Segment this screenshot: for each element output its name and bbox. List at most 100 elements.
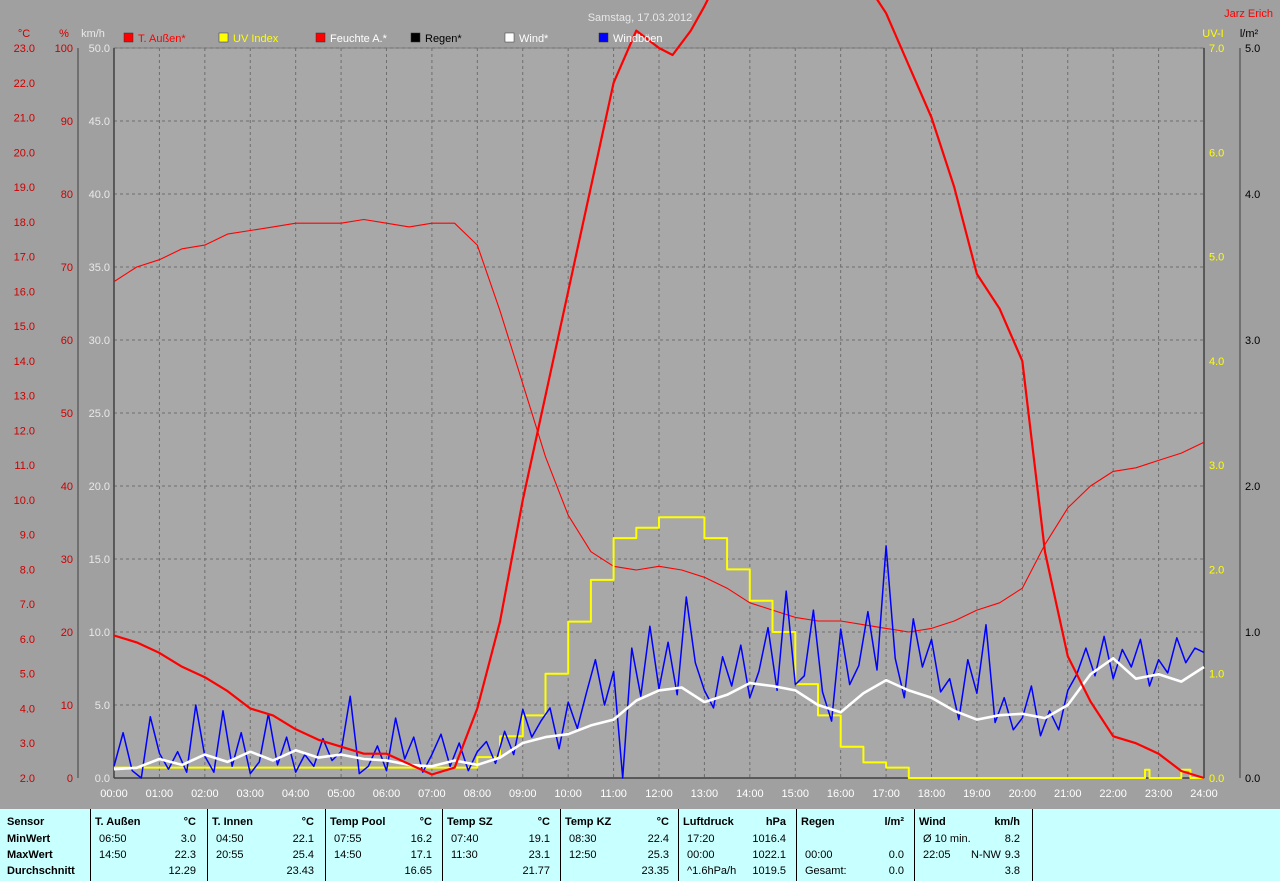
legend-label: Wind* [519, 33, 549, 45]
wind-tick-label: 5.0 [95, 700, 110, 712]
wind-tick-label: 45.0 [89, 116, 110, 128]
series-line-windböen [113, 545, 1205, 779]
temp-tick-label: 6.0 [20, 634, 35, 646]
summary-column-divider [796, 809, 797, 881]
grid [77, 47, 1241, 779]
summary-avg-value: 0.0 [888, 865, 904, 877]
summary-column-unit: °C [301, 816, 314, 828]
summary-min-value: 3.0 [180, 833, 196, 845]
legend-swatch [218, 32, 229, 43]
x-tick-label: 07:00 [418, 788, 446, 800]
summary-column-name: Luftdruck [683, 816, 734, 828]
x-tick-label: 18:00 [918, 788, 946, 800]
summary-column-divider [560, 809, 561, 881]
uv-tick-label: 4.0 [1209, 356, 1224, 368]
wind-tick-label: 0.0 [95, 773, 110, 785]
summary-max-value: 0.0 [888, 849, 904, 861]
temp-tick-label: 18.0 [14, 217, 35, 229]
summary-avg-value: 12.29 [168, 865, 196, 877]
summary-column-name: T. Innen [212, 816, 253, 828]
wind-tick-label: 50.0 [89, 43, 110, 55]
summary-column-divider [678, 809, 679, 881]
summary-avg-value: 21.77 [522, 865, 550, 877]
summary-avg-value: 16.65 [404, 865, 432, 877]
summary-min-value: 1016.4 [752, 833, 786, 845]
temp-tick-label: 10.0 [14, 495, 35, 507]
summary-table: Sensor MinWert MaxWert Durchschnitt T. Außen… [0, 809, 1280, 881]
summary-min-value: 8.2 [1004, 833, 1020, 845]
uv-tick-label: 0.0 [1209, 773, 1224, 785]
temp-tick-label: 3.0 [20, 738, 35, 750]
summary-column-divider [1032, 809, 1033, 881]
summary-max-value: 23.1 [528, 849, 550, 861]
temp-tick-label: 4.0 [20, 703, 35, 715]
rain-tick-label: 2.0 [1245, 481, 1260, 493]
uv-tick-label: 2.0 [1209, 564, 1224, 576]
humidity-tick-label: 60 [61, 335, 73, 347]
author-label: Jarz Erich [1224, 8, 1273, 20]
x-tick-label: 02:00 [191, 788, 219, 800]
rain-tick-label: 0.0 [1245, 773, 1260, 785]
x-tick-label: 03:00 [236, 788, 264, 800]
summary-row-label: Sensor [7, 816, 45, 828]
legend-swatch [598, 32, 609, 43]
x-tick-label: 24:00 [1190, 788, 1218, 800]
summary-row-label: MinWert [7, 833, 51, 845]
legend-swatch [410, 32, 421, 43]
summary-avg-value: 1019.5 [752, 865, 786, 877]
summary-column-divider [325, 809, 326, 881]
humidity-tick-label: 100 [55, 43, 73, 55]
humidity-tick-label: 70 [61, 262, 73, 274]
uv-tick-label: 5.0 [1209, 252, 1224, 264]
temp-tick-label: 12.0 [14, 425, 35, 437]
temp-tick-label: 22.0 [14, 78, 35, 90]
summary-max-time: 22:05 [923, 849, 951, 861]
summary-row-label: Durchschnitt [7, 865, 75, 877]
humidity-tick-label: 90 [61, 116, 73, 128]
summary-column-name: Temp KZ [565, 816, 612, 828]
x-tick-label: 20:00 [1009, 788, 1037, 800]
summary-max-time: 11:30 [451, 849, 478, 861]
wind-tick-label: 30.0 [89, 335, 110, 347]
summary-min-time: 17:20 [687, 833, 715, 845]
temp-tick-label: 17.0 [14, 252, 35, 264]
temp-tick-label: 14.0 [14, 356, 35, 368]
weather-chart: 2.0 3.0 4.0 5.0 6.0 7.0 8.0 9.0 10.0 11.0 12.0 13.0… [13, 0, 1273, 800]
uv-tick-label: 3.0 [1209, 460, 1224, 472]
summary-column-name: Regen [801, 816, 835, 828]
legend-label: Feuchte A.* [330, 33, 388, 45]
temp-tick-label: 7.0 [20, 599, 35, 611]
humidity-tick-label: 20 [61, 627, 73, 639]
summary-min-value: 22.4 [647, 833, 669, 845]
wind-tick-label: 15.0 [89, 554, 110, 566]
legend-label: Regen* [425, 33, 462, 45]
summary-max-time: 00:00 [805, 849, 833, 861]
summary-column-name: Temp Pool [330, 816, 386, 828]
summary-avg-label: Gesamt: [805, 865, 847, 877]
chart-title: Samstag, 17.03.2012 [588, 12, 693, 24]
wind-tick-label: 25.0 [89, 408, 110, 420]
temp-tick-label: 21.0 [14, 113, 35, 125]
wind-tick-label: 35.0 [89, 262, 110, 274]
x-tick-label: 08:00 [464, 788, 492, 800]
summary-min-value: 16.2 [410, 833, 432, 845]
summary-max-direction: N-NW [971, 849, 1001, 861]
uv-axis-unit: UV-I [1202, 28, 1223, 40]
wind-tick-label: 40.0 [89, 189, 110, 201]
legend-label: UV Index [233, 33, 279, 45]
legend-swatch [123, 32, 134, 43]
summary-column-name: T. Außen [95, 816, 141, 828]
summary-min-value: 19.1 [528, 833, 550, 845]
temp-tick-label: 2.0 [20, 773, 35, 785]
summary-column-unit: °C [419, 816, 432, 828]
rain-tick-label: 5.0 [1245, 43, 1260, 55]
series-line-uv-index [114, 516, 1204, 779]
temp-tick-label: 23.0 [14, 43, 35, 55]
temp-tick-label: 13.0 [14, 391, 35, 403]
summary-max-time: 12:50 [569, 849, 597, 861]
x-tick-label: 09:00 [509, 788, 537, 800]
summary-max-value: 9.3 [1004, 849, 1020, 861]
x-tick-label: 13:00 [691, 788, 719, 800]
summary-min-value: 22.1 [292, 833, 314, 845]
summary-column-unit: km/h [994, 816, 1020, 828]
